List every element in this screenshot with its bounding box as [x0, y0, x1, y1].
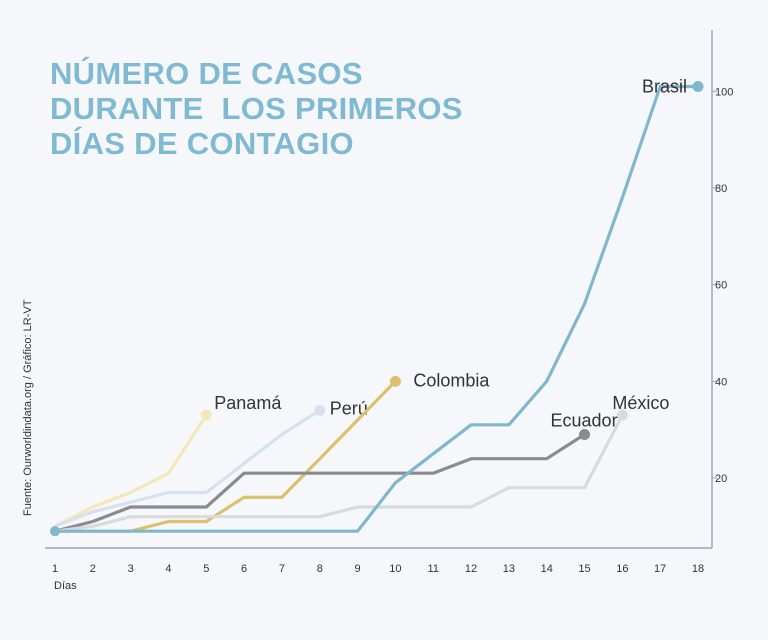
series-start-point — [50, 526, 60, 537]
x-tick-label: 1 — [52, 563, 58, 575]
x-tick-label: 3 — [128, 563, 134, 575]
chart-title: NÚMERO DE CASOS DURANTE LOS PRIMEROS DÍA… — [50, 56, 463, 161]
series-label-peru: Perú — [330, 398, 368, 418]
x-tick-label: 15 — [578, 563, 590, 575]
series-end-point-brasil — [692, 81, 704, 92]
x-tick-label: 13 — [503, 563, 515, 575]
y-tick-label: 20 — [715, 473, 727, 485]
x-tick-label: 6 — [241, 563, 247, 575]
series-line-mexico — [53, 413, 625, 533]
x-tick-label: 18 — [692, 563, 704, 575]
series-label-panama: Panamá — [214, 393, 282, 413]
series-end-point-peru — [314, 404, 326, 416]
series-label-ecuador: Ecuador — [551, 411, 618, 431]
y-tick-label: 40 — [715, 376, 727, 388]
series-label-brasil: Brasil — [642, 77, 687, 97]
series-line-peru — [53, 408, 322, 528]
y-tick-label: 100 — [715, 86, 733, 98]
x-tick-label: 5 — [203, 563, 209, 575]
x-tick-label: 14 — [541, 563, 553, 575]
x-tick-label: 11 — [428, 563, 439, 575]
series-end-point-mexico — [616, 409, 628, 421]
x-tick-label: 2 — [90, 563, 96, 575]
series-end-point-colombia — [389, 375, 401, 387]
x-tick-label: 16 — [616, 563, 628, 575]
x-tick-label: 17 — [654, 563, 666, 575]
x-tick-label: 9 — [355, 563, 361, 575]
title-line-2: DURANTE LOS PRIMEROS — [50, 91, 463, 126]
series-end-point-panama — [200, 409, 212, 421]
title-line-1: NÚMERO DE CASOS — [50, 56, 363, 91]
x-axis-title: Días — [54, 580, 77, 592]
title-line-3: DÍAS DE CONTAGIO — [50, 126, 354, 161]
y-tick-label: 80 — [715, 183, 727, 195]
series-line-panama — [53, 413, 208, 528]
series-end-point-ecuador — [579, 429, 591, 440]
y-tick-label: 60 — [715, 280, 727, 292]
series-line-brasil — [53, 84, 700, 533]
x-tick-label: 7 — [279, 563, 285, 575]
x-tick-label: 4 — [165, 563, 171, 575]
series-label-colombia: Colombia — [413, 370, 490, 390]
x-tick-label: 12 — [465, 563, 477, 575]
series-label-mexico: México — [612, 393, 669, 413]
x-tick-label: 8 — [317, 563, 323, 575]
x-tick-label: 10 — [389, 563, 401, 575]
series-line-ecuador — [53, 432, 587, 533]
